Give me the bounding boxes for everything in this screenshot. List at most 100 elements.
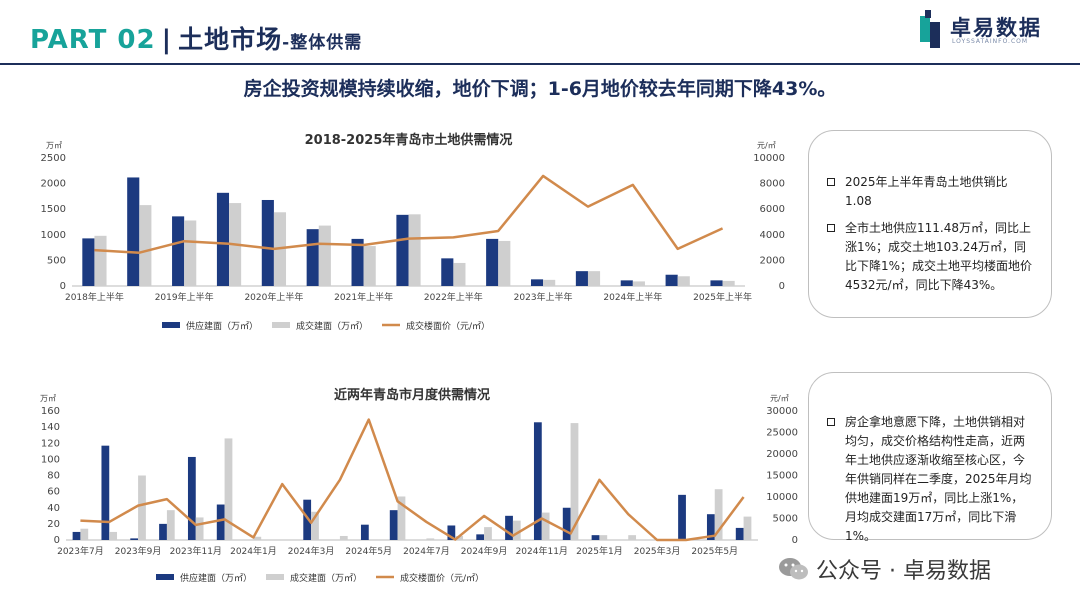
x-tick-label: 2023年7月 (57, 545, 104, 557)
bar-deal (426, 538, 435, 540)
x-tick-label: 2025年5月 (691, 545, 738, 557)
x-tick-label: 2024年9月 (461, 545, 508, 557)
bar-supply (678, 494, 686, 540)
y-right-tick-label: 4000 (760, 230, 785, 241)
logo-icon (920, 10, 940, 48)
bar-deal (166, 510, 175, 540)
bar-supply (575, 271, 588, 286)
bar-supply (486, 238, 499, 286)
x-tick-label: 2018年上半年 (65, 291, 124, 303)
y-axis-left-unit: 万㎡ (40, 394, 56, 403)
price-line (80, 418, 745, 542)
bar-deal (139, 205, 152, 286)
y-left-tick-label: 60 (47, 487, 60, 498)
bar-supply (591, 535, 600, 540)
y-axis-right-unit: 元/㎡ (757, 141, 776, 150)
bar-deal (484, 527, 492, 540)
bar-deal (632, 281, 645, 286)
legend-label-2: 成交楼面价（元/㎡） (406, 320, 490, 332)
bar-deal (543, 279, 556, 286)
bar-supply (216, 192, 230, 286)
y-left-tick-label: 2000 (41, 179, 66, 190)
bar-deal (253, 536, 262, 540)
bar-deal (397, 496, 406, 540)
y-left-tick-label: 100 (41, 454, 60, 465)
bar-deal (677, 276, 690, 286)
x-tick-label: 2023年9月 (115, 545, 162, 557)
bar-deal (363, 246, 376, 286)
x-tick-label: 2024年上半年 (603, 291, 662, 303)
logo-subtext: LOYSSATAINFO.COM (952, 38, 1029, 45)
bar-deal (224, 438, 233, 540)
bar-deal (311, 511, 319, 540)
x-tick-label: 2020年上半年 (244, 291, 303, 303)
y-left-tick-label: 0 (54, 535, 60, 546)
square-bullet-icon (827, 224, 835, 232)
header-separator: | (161, 25, 173, 55)
x-tick-label: 2023年上半年 (514, 291, 573, 303)
x-tick-label: 2022年上半年 (424, 291, 483, 303)
bar-deal (599, 535, 608, 540)
header-subtitle: -整体供需 (282, 33, 363, 53)
bar-supply (360, 524, 369, 540)
price-line (94, 174, 724, 254)
chart-monthly-supply-demand: 近两年青岛市月度供需情况 万㎡ 元/㎡ 0 20 40 60 80 100 120 140 160 0 5… (40, 387, 798, 584)
y-right-tick-label: 30000 (766, 406, 798, 417)
bar-supply (562, 507, 571, 540)
x-tick-label: 2023年11月 (170, 545, 222, 557)
logo-text: 卓易数据 (950, 16, 1042, 40)
y-right-tick-label: 0 (779, 281, 785, 292)
y-left-tick-label: 2500 (41, 153, 66, 164)
y-axis-right-unit: 元/㎡ (770, 394, 789, 403)
y-right-tick-label: 10000 (766, 492, 798, 503)
bar-deal (94, 235, 107, 286)
x-tick-label: 2021年上半年 (334, 291, 393, 303)
bar-deal (512, 520, 521, 540)
bar-supply (530, 279, 544, 286)
y-left-tick-label: 20 (47, 519, 60, 530)
bar-deal (587, 271, 601, 286)
x-tick-label: 2024年5月 (345, 545, 392, 557)
y-left-tick-label: 500 (47, 255, 66, 266)
bar-deal (109, 531, 118, 540)
x-tick-label: 2024年7月 (403, 545, 450, 557)
legend-swatch-1 (266, 574, 284, 580)
bar-deal (138, 475, 146, 540)
bar-supply (441, 258, 454, 286)
x-tick-label: 2025年3月 (634, 545, 681, 557)
top-bullet-2-text: 全市土地供应111.48万㎡，同比上涨1%；成交土地103.24万㎡，同比下降1… (845, 221, 1033, 292)
bar-supply (172, 216, 185, 286)
page-header: PART 02 | 土地市场-整体供需 (30, 20, 362, 56)
y-right-tick-label: 15000 (766, 471, 798, 482)
part-label: PART 02 (30, 25, 156, 55)
bar-supply (620, 280, 633, 286)
y-right-tick-label: 2000 (760, 255, 785, 266)
bar-deal (339, 535, 348, 540)
bar-supply (187, 456, 196, 540)
header-title: 土地市场 (178, 25, 283, 54)
headline: 房企投资规模持续收缩，地价下调；1-6月地价较去年同期下降43%。 (243, 78, 837, 100)
bar-deal (743, 516, 752, 540)
top-info-box: 2025年上半年青岛土地供销比1.08 全市土地供应111.48万㎡，同比上涨1… (808, 130, 1052, 318)
legend-swatch-0 (162, 322, 180, 328)
y-right-tick-label: 8000 (760, 179, 785, 190)
bar-deal (408, 214, 421, 286)
legend-label-1: 成交建面（万㎡） (290, 572, 362, 584)
y-right-tick-label: 25000 (766, 428, 798, 439)
bar-deal (318, 225, 331, 286)
x-tick-label: 2025年上半年 (693, 291, 752, 303)
bar-supply (159, 523, 167, 540)
header-divider (0, 63, 1080, 65)
bar-deal (453, 262, 466, 286)
bar-supply (735, 527, 744, 540)
y-left-tick-label: 1000 (41, 230, 66, 241)
bar-supply (127, 177, 140, 286)
bar-deal (195, 517, 204, 540)
bar-supply (710, 280, 723, 286)
bar-supply (216, 504, 225, 540)
bar-supply (447, 525, 456, 540)
y-right-tick-label: 5000 (773, 514, 798, 525)
bar-supply (72, 531, 81, 540)
top-bullet-2: 全市土地供应111.48万㎡，同比上涨1%；成交土地103.24万㎡，同比下降1… (827, 219, 1033, 295)
